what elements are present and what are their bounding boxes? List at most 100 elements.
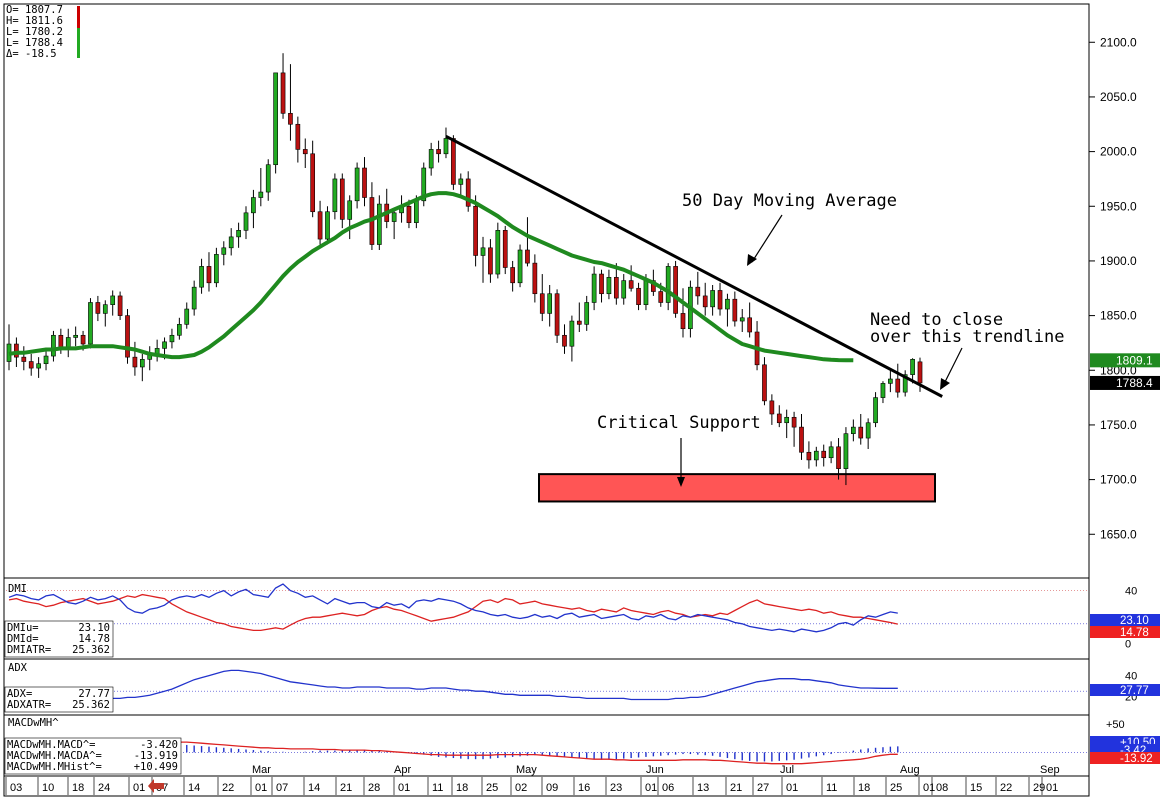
price-tick-label: 1850.0: [1100, 309, 1137, 323]
date-tick-label: 21: [730, 782, 742, 794]
date-tick-label: 09: [546, 782, 558, 794]
candle-body: [125, 315, 130, 358]
candle-body: [280, 72, 286, 114]
indicator-tag-text: 27.77: [1120, 685, 1149, 697]
candle-body: [465, 178, 471, 207]
candle-body: [251, 197, 256, 214]
candle-body: [302, 149, 308, 155]
price-tick-label: 1950.0: [1100, 199, 1137, 213]
candle-body: [680, 313, 686, 330]
month-label: Apr: [394, 764, 411, 776]
date-tick-label: 22: [1000, 782, 1012, 794]
trend-annotation-label-1: Need to close: [870, 310, 1003, 330]
indicator-readout-value: 14.78: [78, 633, 110, 645]
candle-body: [769, 400, 775, 415]
trend-annotation-label-2: over this trendline: [870, 327, 1064, 347]
candle-body: [547, 293, 553, 314]
candle-body: [339, 178, 345, 220]
indicator-tag-text: 14.78: [1120, 627, 1149, 639]
candle-body: [517, 249, 523, 284]
candle-body: [73, 334, 78, 338]
candle-body: [21, 356, 27, 362]
indicator-readout-label: MACDwMH.MHist^=: [7, 761, 102, 773]
month-label: Sep: [1040, 764, 1060, 776]
candle-body: [910, 359, 915, 375]
date-axis-panel: [3, 775, 1090, 797]
readout-box: [5, 5, 79, 62]
indicator-readout-box: [4, 686, 114, 713]
scroll-arrow-icon[interactable]: [148, 779, 164, 793]
candle-body: [310, 153, 316, 213]
candle-body: [599, 273, 604, 295]
candle-body: [858, 426, 864, 439]
candle-body: [851, 426, 856, 434]
price-tick-label: 2100.0: [1100, 35, 1137, 49]
ma-price-tag: [1090, 353, 1160, 368]
ma-annotation-label: 50 Day Moving Average: [682, 191, 897, 211]
candle-body: [95, 302, 101, 314]
indicator-readout-value: 23.10: [78, 622, 110, 634]
candle-body: [628, 280, 634, 289]
candle-body: [606, 277, 612, 295]
candle-body: [43, 355, 49, 365]
candle-body: [414, 200, 419, 223]
candle-body: [776, 413, 782, 424]
candle-body: [880, 383, 886, 398]
candle-body: [747, 317, 752, 333]
date-tick-label: 11: [432, 782, 443, 794]
adx-tick-label: 40: [1125, 671, 1137, 683]
price-tick-label: 2050.0: [1100, 90, 1137, 104]
candle-body: [480, 247, 486, 256]
candle-body: [673, 266, 678, 314]
date-tick-label: 18: [456, 782, 468, 794]
candle-body: [791, 416, 797, 428]
candle-body: [51, 334, 56, 357]
critical-support-zone: [538, 473, 936, 503]
arrowhead: [677, 477, 685, 487]
candle-body: [332, 178, 338, 213]
candle-body: [421, 167, 427, 202]
candle-body: [473, 205, 478, 256]
candle-body: [532, 262, 538, 295]
candle-body: [206, 266, 212, 284]
candle-body: [258, 191, 264, 198]
candle-body: [28, 361, 34, 369]
candle-body: [865, 422, 871, 439]
candle-body: [488, 247, 493, 275]
date-tick-label: 01: [786, 782, 798, 794]
indicator-tag: [1090, 752, 1160, 764]
candle-body: [436, 149, 441, 155]
candle-body: [236, 230, 241, 238]
date-tick-label: 10: [42, 782, 54, 794]
last-price-tag: [1090, 375, 1160, 390]
candle-body: [799, 426, 804, 453]
ma-annotation-arrow: [751, 214, 783, 263]
candle-body: [362, 167, 367, 198]
candle-body: [539, 293, 545, 314]
candle-body: [917, 361, 923, 384]
readout-line: Δ= -18.5: [6, 48, 57, 60]
readout-line: L= 1780.2: [6, 26, 63, 38]
candle-body: [732, 298, 738, 322]
date-tick-label: 03: [10, 782, 22, 794]
readout-bar-red: [77, 6, 80, 28]
candle-body: [665, 266, 671, 303]
arrowhead: [747, 254, 757, 266]
dmi-down-line: [8, 593, 898, 632]
date-tick-label: 08: [936, 782, 948, 794]
candle-body: [325, 211, 330, 240]
indicator-readout-label: DMIu=: [7, 622, 39, 634]
candle-body: [102, 304, 108, 314]
indicator-tag-text: -13.92: [1120, 753, 1153, 765]
candle-body: [576, 320, 582, 325]
date-tick-label: 01: [645, 782, 657, 794]
candle-body: [177, 324, 182, 336]
month-label: Mar: [252, 764, 271, 776]
indicator-readout-box: [4, 737, 182, 775]
candle-body: [613, 277, 619, 299]
date-tick-label: 22: [222, 782, 234, 794]
candle-body: [813, 450, 819, 461]
date-tick-label: 06: [662, 782, 674, 794]
month-label: Jul: [780, 764, 794, 776]
